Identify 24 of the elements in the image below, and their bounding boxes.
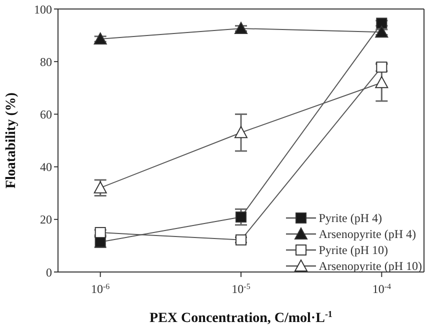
legend-label: Arsenopyrite (pH 10) xyxy=(318,258,422,274)
x-tick-label: 10$^{-5}$ xyxy=(232,282,250,296)
point xyxy=(375,76,388,88)
y-tick-label: 100 xyxy=(34,2,52,16)
point xyxy=(234,126,248,138)
x-tick-label: 10$^{-6}$ xyxy=(91,282,110,296)
y-tick-label: 0 xyxy=(46,265,52,280)
y-tick-label: 20 xyxy=(40,212,52,227)
point xyxy=(234,22,248,34)
point xyxy=(94,181,107,194)
point xyxy=(94,227,106,238)
y-axis-title: Floatability (%) xyxy=(4,92,19,189)
point xyxy=(236,234,246,246)
x-axis-title: PEX Concentration, C/mol·L$^{-1}$ xyxy=(150,309,333,326)
point xyxy=(94,32,107,44)
y-tick-label: 60 xyxy=(40,107,52,122)
legend-label: Arsenopyrite (pH 4) xyxy=(318,226,416,242)
y-tick-label: 80 xyxy=(40,54,52,69)
x-tick-label: 10$^{-4}$ xyxy=(372,282,391,296)
legend-label: Pyrite (pH 10) xyxy=(318,242,388,258)
y-tick-label: 40 xyxy=(40,160,52,174)
point xyxy=(375,26,388,38)
point xyxy=(236,212,246,223)
legend-label: Pyrite (pH 4) xyxy=(318,210,382,226)
